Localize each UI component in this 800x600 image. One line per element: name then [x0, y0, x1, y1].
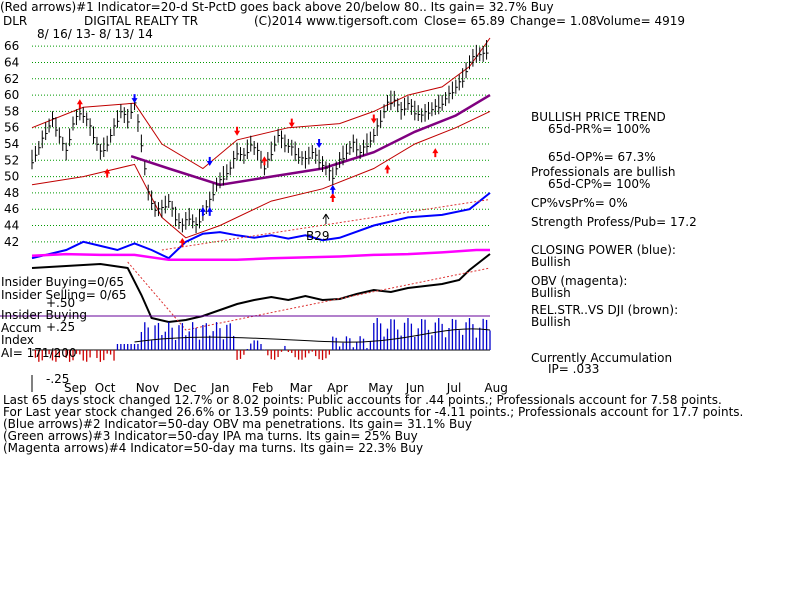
cp-percent: 65d-CP%= 100%: [548, 177, 651, 191]
b29-arrow: [322, 213, 330, 224]
closing-power-line: [31, 192, 491, 260]
red-arrow: [104, 168, 111, 174]
y-tick-label: 52: [4, 153, 19, 167]
red-arrow: [76, 99, 83, 105]
strength-ratio: Strength Profess/Pub= 17.2: [531, 215, 697, 229]
professionals-status: Professionals are bullish: [531, 165, 676, 179]
month-label: Jun: [405, 381, 425, 395]
y-tick-label: 48: [4, 186, 19, 200]
month-label: Apr: [327, 381, 348, 395]
accumulation-histogram: [31, 318, 491, 392]
b29-label: B29: [306, 229, 330, 243]
blue-down-arrow: [206, 160, 213, 166]
close-price: Close= 65.89: [424, 14, 505, 28]
closing-power-label: CLOSING POWER (blue):: [531, 243, 676, 257]
red-arrow: [329, 193, 336, 198]
company-name: DIGITAL REALTY TR: [84, 14, 199, 28]
month-label: Oct: [95, 381, 116, 395]
signal-arrows: [76, 94, 439, 247]
y-tick-label: 42: [4, 235, 19, 249]
price-bands: [31, 37, 491, 239]
accumulation-status: Currently Accumulation: [531, 351, 673, 365]
y-tick-label: 54: [4, 137, 19, 151]
ma50-line: [130, 94, 491, 187]
insider-selling-count: Insider Selling= 0/65: [1, 288, 127, 302]
obv-value: Bullish: [531, 286, 571, 300]
month-label: Jul: [446, 381, 461, 395]
insider-buying-label: Insider Buying: [1, 308, 87, 322]
closing-power-value: Bullish: [531, 255, 571, 269]
ai-value: AI= 171/200: [1, 346, 77, 360]
y-tick-label: 44: [4, 219, 19, 233]
accum-minus25: -.25: [46, 372, 70, 386]
relstr-value: Bullish: [531, 315, 571, 329]
month-label: May: [368, 381, 393, 395]
op-percent: 65d-OP%= 67.3%: [548, 150, 656, 164]
ticker: DLR: [3, 14, 28, 28]
copyright: (C)2014 www.tigersoft.com: [254, 14, 418, 28]
y-tick-label: 62: [4, 72, 19, 86]
relstr-line: [31, 253, 491, 324]
blue-down-arrow: [131, 98, 138, 104]
month-label: Feb: [252, 381, 273, 395]
red-arrow: [261, 156, 268, 162]
y-tick-label: 46: [4, 202, 19, 216]
month-label: Nov: [136, 381, 159, 395]
footer-65day: Last 65 days stock changed 12.7% or 8.02…: [3, 393, 722, 407]
red-down-arrow: [288, 122, 295, 128]
cp-trendline: [161, 198, 491, 251]
month-label: Dec: [173, 381, 196, 395]
y-axis-labels: 42 44 46 48 50 52 54 56 58 60 62 64 66: [4, 39, 19, 249]
pr-percent: 65d-PR%= 100%: [548, 122, 651, 136]
month-label: Aug: [484, 381, 507, 395]
blue-up-arrow: [329, 184, 336, 190]
indicator-line-green: (Green arrows)#3 Indicator=50-day IPA ma…: [3, 429, 418, 443]
relstr-trendline: [127, 261, 491, 331]
relstr-label: REL.STR..VS DJI (brown):: [531, 303, 679, 317]
red-down-arrow: [370, 118, 377, 124]
lower-band: [31, 110, 491, 239]
y-tick-label: 60: [4, 88, 19, 102]
y-tick-label: 56: [4, 121, 19, 135]
red-arrow: [432, 148, 439, 154]
blue-up-arrow: [206, 206, 213, 212]
accum-label: Accum: [1, 321, 42, 335]
month-label: Jan: [210, 381, 230, 395]
index-label: Index: [1, 333, 35, 347]
insider-buying-count: Insider Buying=0/65: [1, 275, 124, 289]
footer-year: For Last year stock changed 26.6% or 13.…: [3, 405, 744, 419]
chart-series: [31, 40, 491, 262]
y-tick-label: 64: [4, 55, 19, 69]
ip-value: IP= .033: [548, 362, 600, 376]
change: Change= 1.08: [510, 14, 597, 28]
accum-plus50: +.50: [46, 296, 76, 310]
trend-title: BULLISH PRICE TREND: [531, 110, 666, 124]
volume: Volume= 4919: [596, 14, 686, 28]
x-axis-labels: Sep Oct Nov Dec Jan Feb Mar Apr May Jun Jul Aug: [64, 381, 508, 395]
red-arrow: [179, 237, 186, 243]
y-tick-label: 58: [4, 104, 19, 118]
gridlines: [32, 45, 490, 243]
month-label: Mar: [290, 381, 313, 395]
red-arrow: [384, 164, 391, 170]
y-tick-label: 50: [4, 170, 19, 184]
blue-down-arrow: [316, 143, 323, 148]
lower-indicators: [0, 253, 491, 331]
cp-vs-pr: CP%vsPr%= 0%: [531, 196, 628, 210]
accum-ma: [134, 328, 491, 343]
accum-plus25: +.25: [46, 320, 76, 334]
indicator-line-magenta: (Magenta arrows)#4 Indicator=50-day ma t…: [3, 441, 424, 455]
blue-up-arrow: [199, 206, 206, 212]
y-tick-label: 66: [4, 39, 19, 53]
obv-line: [31, 248, 490, 262]
indicator-line-red: (Red arrows)#1 Indicator=20-d St-PctD go…: [0, 0, 554, 14]
date-range: 8/ 16/ 13- 8/ 13/ 14: [37, 27, 153, 41]
indicator-line-blue: (Blue arrows)#2 Indicator=50-day OBV ma …: [3, 417, 472, 431]
obv-label: OBV (magenta):: [531, 274, 628, 288]
red-down-arrow: [234, 130, 241, 136]
month-label: Sep: [64, 381, 87, 395]
